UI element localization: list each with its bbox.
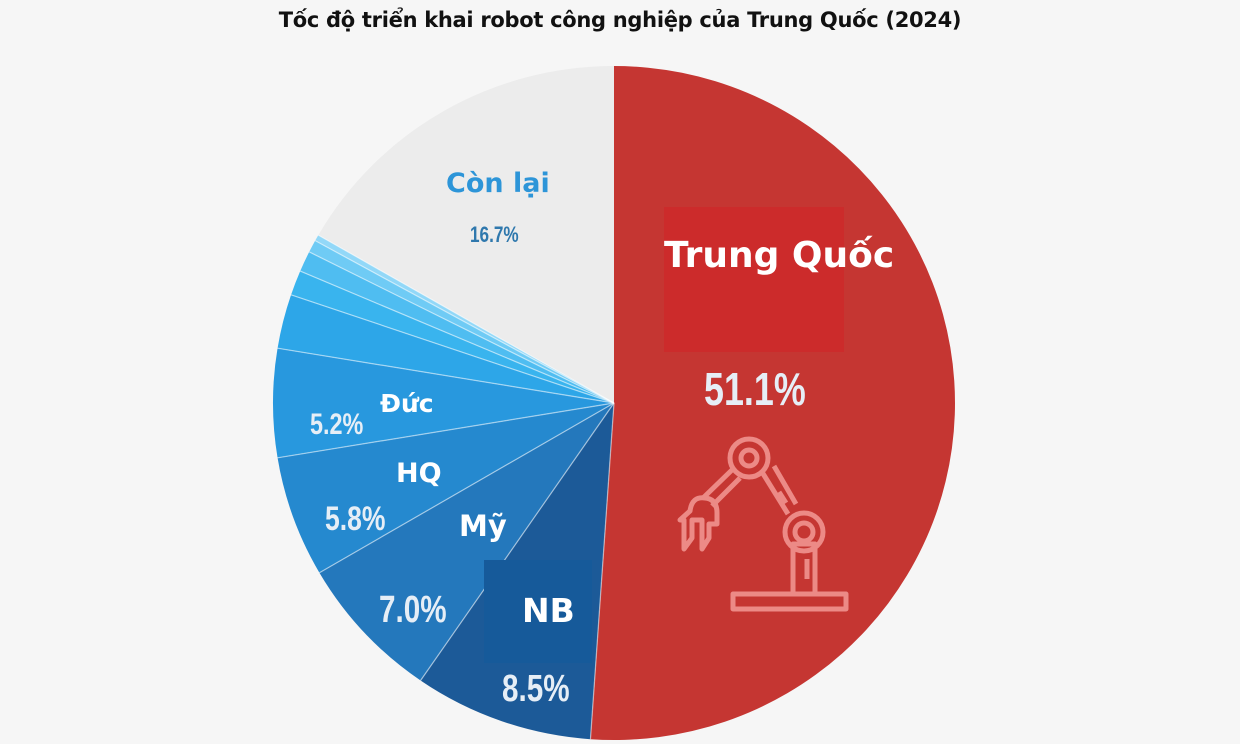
germany-percent: 5.2% [310, 408, 364, 441]
china-percent: 51.1% [704, 363, 806, 415]
pie-slice-minor [309, 240, 614, 403]
pie-slice-còn-lại [318, 66, 614, 403]
slice-separators [277, 234, 615, 740]
usa-label: Mỹ [459, 509, 507, 543]
pie-slice-minor [277, 294, 614, 403]
pie-slice-hq [277, 403, 614, 573]
japan-label: NB [522, 591, 575, 630]
korea-percent: 5.8% [325, 500, 386, 538]
other-percent: 16.7% [470, 222, 519, 247]
germany-label: Đức [380, 389, 434, 418]
pie-slice-đức [272, 348, 614, 458]
japan-label-box [484, 560, 592, 663]
chart-title: Tốc độ triển khai robot công nghiệp của … [278, 8, 962, 32]
usa-percent: 7.0% [379, 589, 447, 631]
pie-slices [272, 66, 955, 740]
robot-arm-icon [677, 436, 849, 612]
korea-label: HQ [396, 458, 442, 489]
china-label: Trung Quốc [664, 235, 895, 276]
japan-percent: 8.5% [502, 668, 570, 710]
pie-slice-minor [291, 271, 614, 403]
pie-slice-mỹ [319, 403, 614, 681]
china-label-box [664, 207, 844, 352]
other-label: Còn lại [446, 168, 550, 199]
pie-slice-minor [300, 251, 614, 403]
